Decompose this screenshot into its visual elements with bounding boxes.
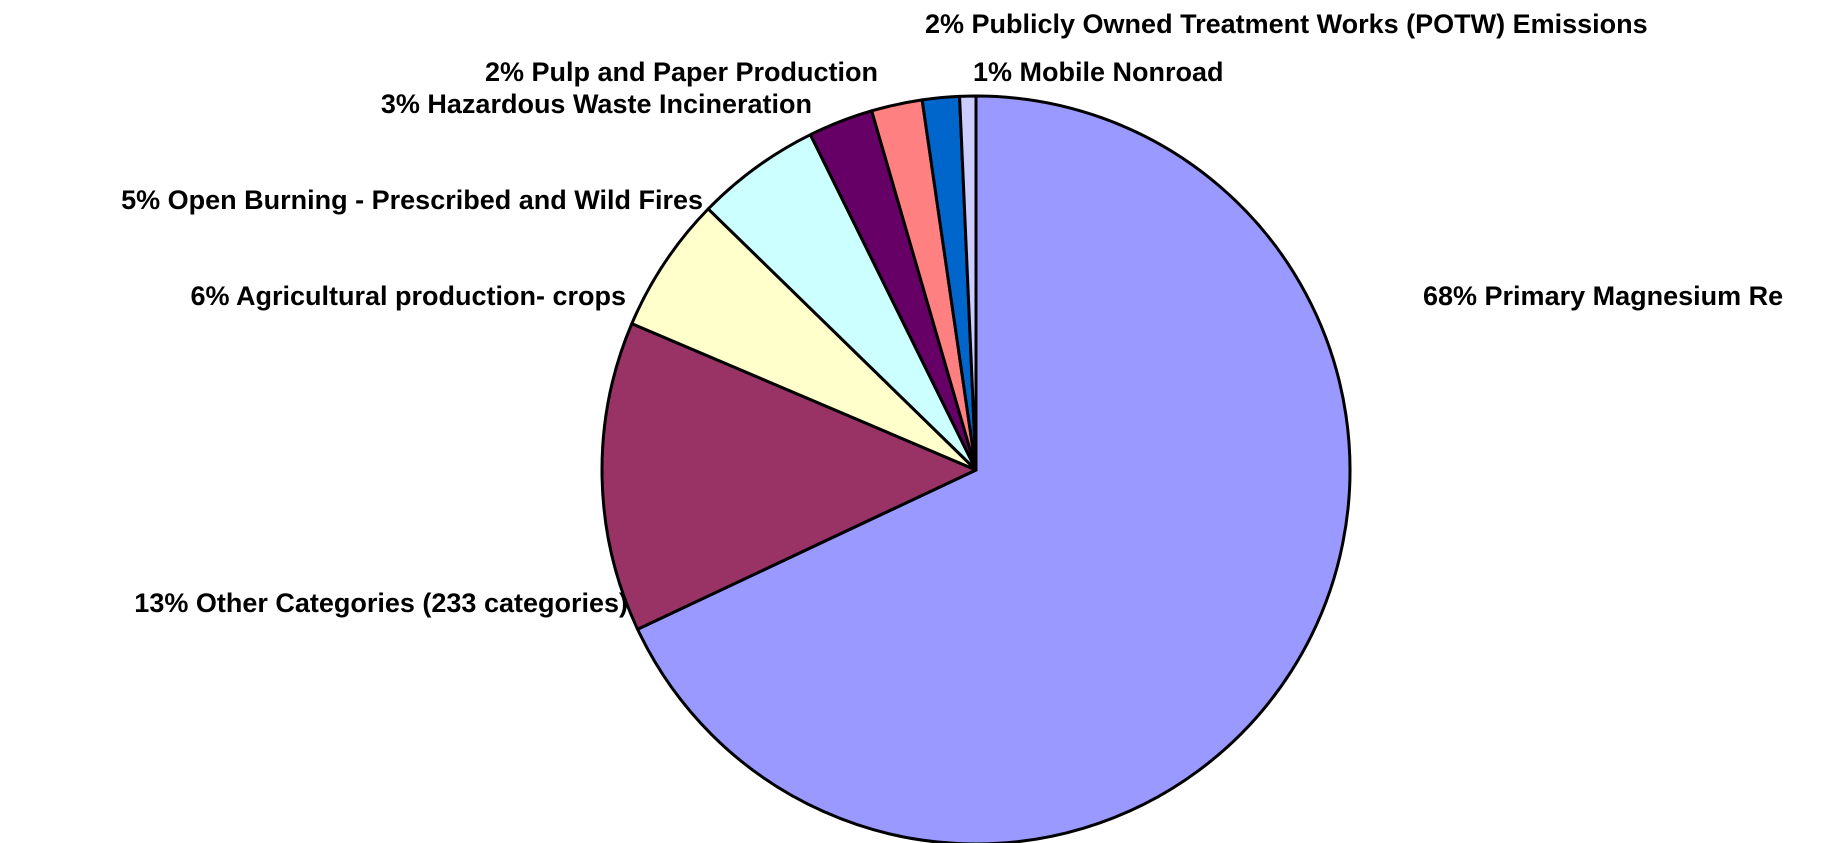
pie-slice-1 [636, 94, 1352, 843]
pie-slice-label-2: 13% Other Categories (233 categories) [134, 588, 628, 618]
pie-slice-3 [630, 207, 978, 472]
pie-slice-8 [958, 94, 978, 472]
pie-slice-label-8: 1% Mobile Nonroad [973, 57, 1224, 87]
pie-slices [600, 94, 1352, 843]
pie-slice-label-3: 6% Agricultural production- crops [190, 281, 626, 311]
pie-slice-label-6: 2% Pulp and Paper Production [485, 57, 878, 87]
pie-slice-label-4: 5% Open Burning - Prescribed and Wild Fi… [121, 185, 703, 215]
pie-slice-label-7: 2% Publicly Owned Treatment Works (POTW)… [925, 9, 1648, 39]
pie-slice-label-5: 3% Hazardous Waste Incineration [381, 89, 812, 119]
pie-slice-2 [600, 322, 978, 631]
pie-slice-label-1: 68% Primary Magnesium Re [1423, 281, 1783, 311]
pie-labels: 68% Primary Magnesium Re 13% Other Catego… [121, 9, 1783, 618]
